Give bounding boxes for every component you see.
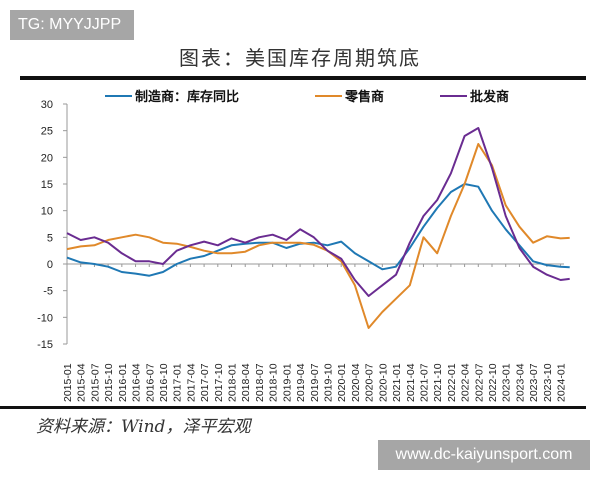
x-tick-label: 2015-01 [62,363,74,402]
x-tick-label: 2018-04 [240,363,252,402]
x-tick-label: 2024-01 [556,363,568,402]
x-tick-label: 2015-04 [76,363,88,402]
x-tick-label: 2023-10 [542,363,554,402]
x-tick-label: 2022-07 [473,363,485,402]
x-tick-label: 2021-04 [405,363,417,402]
x-tick-label: 2023-04 [514,363,526,402]
x-tick-label: 2015-07 [89,363,101,402]
y-tick-label: -10 [37,312,53,324]
series-line-2 [66,127,570,297]
x-tick-label: 2021-10 [432,363,444,402]
y-tick-label: 10 [41,206,53,218]
legend-label-2: 批发商 [470,89,509,105]
x-tick-label: 2016-10 [158,363,170,402]
x-tick-label: 2017-07 [199,363,211,402]
y-tick-label: 0 [47,259,53,271]
x-tick-label: 2018-01 [227,363,239,402]
series-line-1 [66,143,570,329]
y-tick-label: 25 [41,126,53,138]
x-tick-label: 2022-01 [446,363,458,402]
source-note: 资料来源：Wind，泽平宏观 [36,417,251,437]
legend-label-0: 制造商：库存同比 [135,89,239,105]
x-tick-label: 2019-01 [281,363,293,402]
y-tick-label: -5 [43,286,53,298]
x-tick-label: 2023-01 [501,363,513,402]
x-tick-label: 2016-07 [144,363,156,402]
x-tick-label: 2018-07 [254,363,266,402]
x-tick-label: 2020-07 [364,363,376,402]
top-rule [20,76,586,80]
x-tick-label: 2016-04 [131,363,143,402]
y-tick-label: 5 [47,232,53,244]
x-tick-label: 2017-04 [185,363,197,402]
x-tick-label: 2018-10 [268,363,280,402]
x-tick-label: 2022-10 [487,363,499,402]
x-tick-label: 2023-07 [528,363,540,402]
x-tick-label: 2022-04 [460,363,472,402]
y-tick-label: 20 [41,152,53,164]
watermark-bottom: www.dc-kaiyunsport.com [378,440,590,470]
x-tick-label: 2019-10 [322,363,334,402]
x-tick-label: 2017-01 [172,363,184,402]
legend-label-1: 零售商 [344,89,384,105]
x-tick-label: 2020-04 [350,363,362,402]
bottom-rule [0,406,586,409]
x-tick-label: 2021-01 [391,363,403,402]
x-tick-label: 2016-01 [117,363,129,402]
y-tick-label: 30 [41,99,53,111]
x-tick-label: 2020-10 [377,363,389,402]
x-tick-label: 2021-07 [418,363,430,402]
chart-title: 图表：美国库存周期筑底 [179,46,421,70]
x-tick-label: 2019-04 [295,363,307,402]
x-tick-label: 2015-10 [103,363,115,402]
y-tick-label: -15 [37,339,53,351]
x-tick-label: 2020-01 [336,363,348,402]
y-tick-label: 15 [41,179,53,191]
x-tick-label: 2017-10 [213,363,225,402]
watermark-top: TG: MYYJJPP [10,10,134,40]
x-tick-label: 2019-07 [309,363,321,402]
